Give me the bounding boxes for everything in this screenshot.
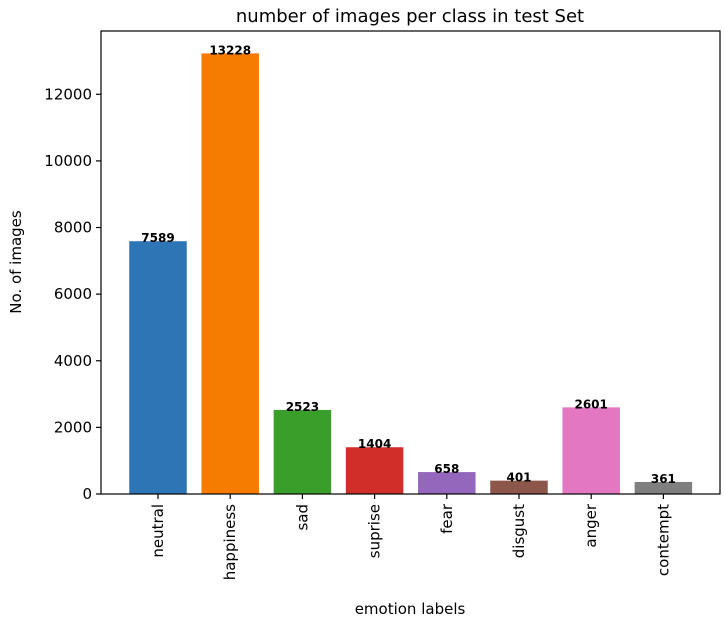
y-tick-label-4000: 4000 bbox=[54, 352, 92, 370]
x-tick-label-sad: sad bbox=[293, 504, 311, 531]
bar-neutral bbox=[129, 241, 187, 494]
x-tick-label-suprise: suprise bbox=[366, 504, 384, 558]
x-axis: neutral happiness sad suprise fear disgust ang… bbox=[149, 494, 672, 580]
y-tick-label-10000: 10000 bbox=[44, 152, 92, 170]
plot-frame bbox=[100, 30, 721, 495]
y-tick-label-6000: 6000 bbox=[54, 285, 92, 303]
bar-suprise bbox=[345, 447, 404, 494]
data-label-disgust: 401 bbox=[506, 471, 531, 485]
x-axis-label: emotion labels bbox=[355, 600, 466, 618]
y-tick-label-0: 0 bbox=[82, 485, 92, 503]
chart-title: number of images per class in test Set bbox=[236, 6, 584, 27]
data-label-happiness: 13228 bbox=[209, 43, 251, 57]
bar-sad bbox=[273, 409, 332, 494]
data-label-suprise: 1404 bbox=[358, 437, 391, 451]
x-tick-label-disgust: disgust bbox=[510, 504, 528, 558]
x-tick-label-neutral: neutral bbox=[149, 504, 167, 558]
bar-anger bbox=[562, 407, 620, 494]
y-axis: 0 2000 4000 6000 8000 10000 12000 bbox=[44, 85, 101, 503]
data-label-anger: 2601 bbox=[574, 397, 607, 411]
x-tick-label-happiness: happiness bbox=[221, 504, 239, 580]
data-label-neutral: 7589 bbox=[141, 231, 174, 245]
data-label-sad: 2523 bbox=[286, 400, 319, 414]
x-tick-label-anger: anger bbox=[582, 503, 600, 547]
y-tick-label-2000: 2000 bbox=[54, 418, 92, 436]
data-labels-group: 7589 13228 2523 1404 658 401 2601 361 bbox=[141, 43, 676, 486]
bar-disgust bbox=[490, 480, 548, 494]
bars-group bbox=[129, 53, 693, 495]
bar-contempt bbox=[634, 481, 693, 494]
x-tick-label-fear: fear bbox=[438, 503, 456, 534]
bar-fear bbox=[418, 472, 476, 494]
y-tick-label-12000: 12000 bbox=[44, 85, 92, 103]
y-tick-label-8000: 8000 bbox=[54, 219, 92, 237]
x-tick-label-contempt: contempt bbox=[654, 504, 672, 576]
data-label-fear: 658 bbox=[434, 462, 459, 476]
data-label-contempt: 361 bbox=[651, 472, 676, 486]
bar-happiness bbox=[201, 53, 259, 495]
y-axis-label: No. of images bbox=[7, 210, 25, 314]
